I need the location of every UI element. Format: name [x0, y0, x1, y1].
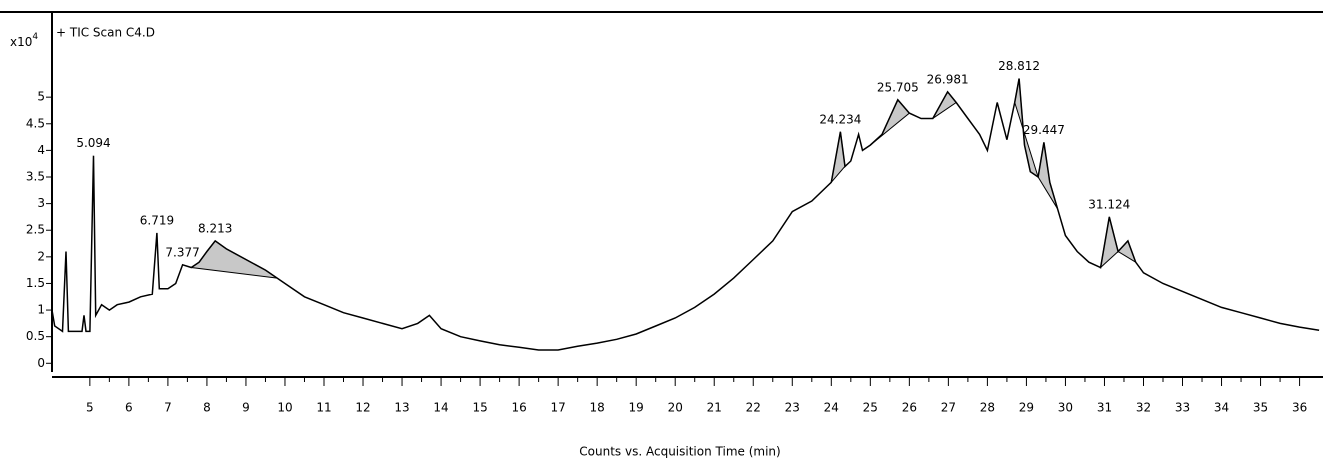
x-tick-label: 30	[1058, 401, 1073, 415]
x-tick-label: 14	[433, 401, 448, 415]
x-tick-label: 18	[590, 401, 605, 415]
x-tick-label: 6	[125, 401, 133, 415]
x-tick-label: 28	[980, 401, 995, 415]
peak-label: 6.719	[140, 213, 174, 227]
y-tick-label: 1	[37, 303, 45, 317]
y-tick-label: 5	[37, 90, 45, 104]
peak-label: 29.447	[1023, 123, 1065, 137]
y-multiplier-exponent: 4	[32, 32, 38, 42]
x-tick-label: 20	[668, 401, 683, 415]
x-tick-label: 34	[1214, 401, 1229, 415]
x-tick-label: 29	[1019, 401, 1034, 415]
x-tick-label: 9	[242, 401, 250, 415]
x-tick-label: 15	[472, 401, 487, 415]
x-tick-label: 17	[550, 401, 565, 415]
x-tick-label: 24	[824, 401, 839, 415]
x-tick-label: 16	[511, 401, 526, 415]
peak-label: 25.705	[877, 80, 919, 94]
y-multiplier: x104	[10, 32, 38, 49]
x-tick-label: 23	[785, 401, 800, 415]
peak-label: 31.124	[1088, 197, 1130, 211]
x-tick-label: 8	[203, 401, 211, 415]
x-tick-label: 31	[1097, 401, 1112, 415]
x-tick-label: 22	[746, 401, 761, 415]
x-tick-label: 35	[1253, 401, 1268, 415]
x-tick-label: 32	[1136, 401, 1151, 415]
y-tick-label: 3.5	[26, 170, 45, 184]
x-tick-label: 26	[902, 401, 917, 415]
x-tick-label: 36	[1292, 401, 1307, 415]
integrated-region	[1117, 239, 1137, 264]
peak-label: 5.094	[76, 136, 110, 150]
y-tick-label: 2	[37, 249, 45, 263]
peak-label: 24.234	[819, 112, 861, 126]
x-tick-label: 12	[355, 401, 370, 415]
y-tick-label: 1.5	[26, 276, 45, 290]
y-tick-label: 0	[37, 356, 45, 370]
x-tick-label: 7	[164, 401, 172, 415]
trace-line	[51, 78, 1320, 351]
y-tick-label: 2.5	[26, 223, 45, 237]
y-tick-label: 4	[37, 143, 45, 157]
peak-label: 26.981	[927, 72, 969, 86]
y-multiplier-base: x10	[10, 35, 32, 49]
x-tick-label: 13	[394, 401, 409, 415]
x-tick-label: 5	[86, 401, 94, 415]
x-tick-label: 19	[629, 401, 644, 415]
y-tick-label: 0.5	[26, 329, 45, 343]
peak-label: 7.377	[165, 245, 199, 259]
x-tick-label: 27	[941, 401, 956, 415]
x-axis-label: Counts vs. Acquisition Time (min)	[579, 445, 780, 459]
x-tick-label: 33	[1175, 401, 1190, 415]
x-tick-label: 11	[316, 401, 331, 415]
y-tick-label: 4.5	[26, 116, 45, 130]
peak-label: 8.213	[198, 221, 232, 235]
chart-title: + TIC Scan C4.D	[56, 26, 155, 40]
integrated-region	[189, 240, 278, 279]
x-tick-label: 10	[277, 401, 292, 415]
y-tick-label: 3	[37, 196, 45, 210]
x-tick-label: 21	[707, 401, 722, 415]
x-tick-label: 25	[863, 401, 878, 415]
peak-label: 28.812	[998, 59, 1040, 73]
integrated-region	[932, 90, 957, 119]
